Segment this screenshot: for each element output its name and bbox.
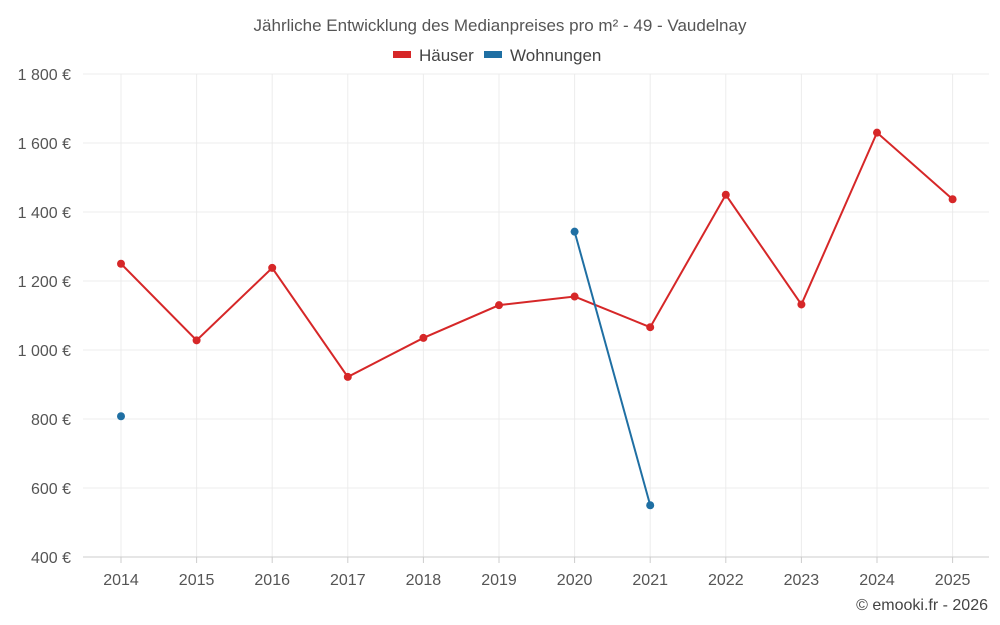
x-tick-label: 2020 (557, 572, 593, 589)
x-tick-label: 2015 (179, 572, 215, 589)
x-tick-label: 2022 (708, 572, 744, 589)
y-tick-label: 1 200 € (18, 274, 71, 291)
data-point[interactable] (343, 372, 352, 381)
data-point[interactable] (646, 323, 655, 332)
legend-label: Wohnungen (510, 46, 601, 65)
data-point[interactable] (797, 300, 806, 309)
credit-text: © emooki.fr - 2026 (856, 597, 988, 614)
legend-item[interactable]: Häuser (393, 46, 474, 65)
data-point[interactable] (495, 301, 503, 310)
y-tick-label: 800 € (31, 412, 71, 429)
gridlines (83, 73, 989, 557)
data-point[interactable] (419, 333, 428, 342)
legend-swatch (484, 51, 502, 58)
series-line (573, 231, 652, 506)
x-tick-label: 2021 (632, 572, 668, 589)
series-layer (117, 128, 957, 510)
series-haeuser (117, 128, 957, 381)
chart-title: Jährliche Entwicklung des Medianpreises … (254, 16, 747, 35)
x-tick-label: 2024 (859, 572, 895, 589)
data-point[interactable] (570, 292, 579, 301)
y-tick-label: 1 600 € (18, 136, 71, 153)
x-tick-label: 2025 (935, 572, 971, 589)
x-tick-label: 2016 (254, 572, 290, 589)
y-tick-label: 600 € (31, 481, 71, 498)
series-line (120, 130, 954, 379)
x-tick-label: 2019 (481, 572, 517, 589)
y-tick-label: 400 € (31, 550, 71, 567)
x-tick-label: 2014 (103, 572, 139, 589)
x-axis: 2014 2015 2016 2017 2018 2019 2020 2021 2022 2023… (83, 556, 989, 589)
x-tick-label: 2017 (330, 572, 366, 589)
data-point[interactable] (192, 336, 201, 345)
y-tick-label: 1 400 € (18, 205, 71, 222)
legend-swatch (393, 51, 411, 58)
y-tick-label: 1 000 € (18, 343, 71, 360)
data-point[interactable] (268, 263, 277, 272)
data-point[interactable] (117, 412, 125, 421)
legend[interactable]: Häuser Wohnungen (393, 46, 601, 65)
data-point[interactable] (570, 227, 579, 236)
y-tick-label: 1 800 € (18, 67, 71, 84)
series-wohnungen (117, 227, 655, 510)
data-point[interactable] (117, 259, 125, 268)
x-tick-label: 2018 (406, 572, 442, 589)
legend-label: Häuser (419, 46, 474, 65)
x-tick-label: 2023 (784, 572, 820, 589)
legend-item[interactable]: Wohnungen (484, 46, 601, 65)
data-point[interactable] (646, 501, 655, 510)
data-point[interactable] (721, 190, 730, 199)
data-point[interactable] (948, 195, 957, 204)
data-point[interactable] (873, 128, 881, 137)
y-axis: 400 € 600 € 800 € 1 000 € 1 200 € 1 400 € 1 60… (18, 67, 71, 567)
